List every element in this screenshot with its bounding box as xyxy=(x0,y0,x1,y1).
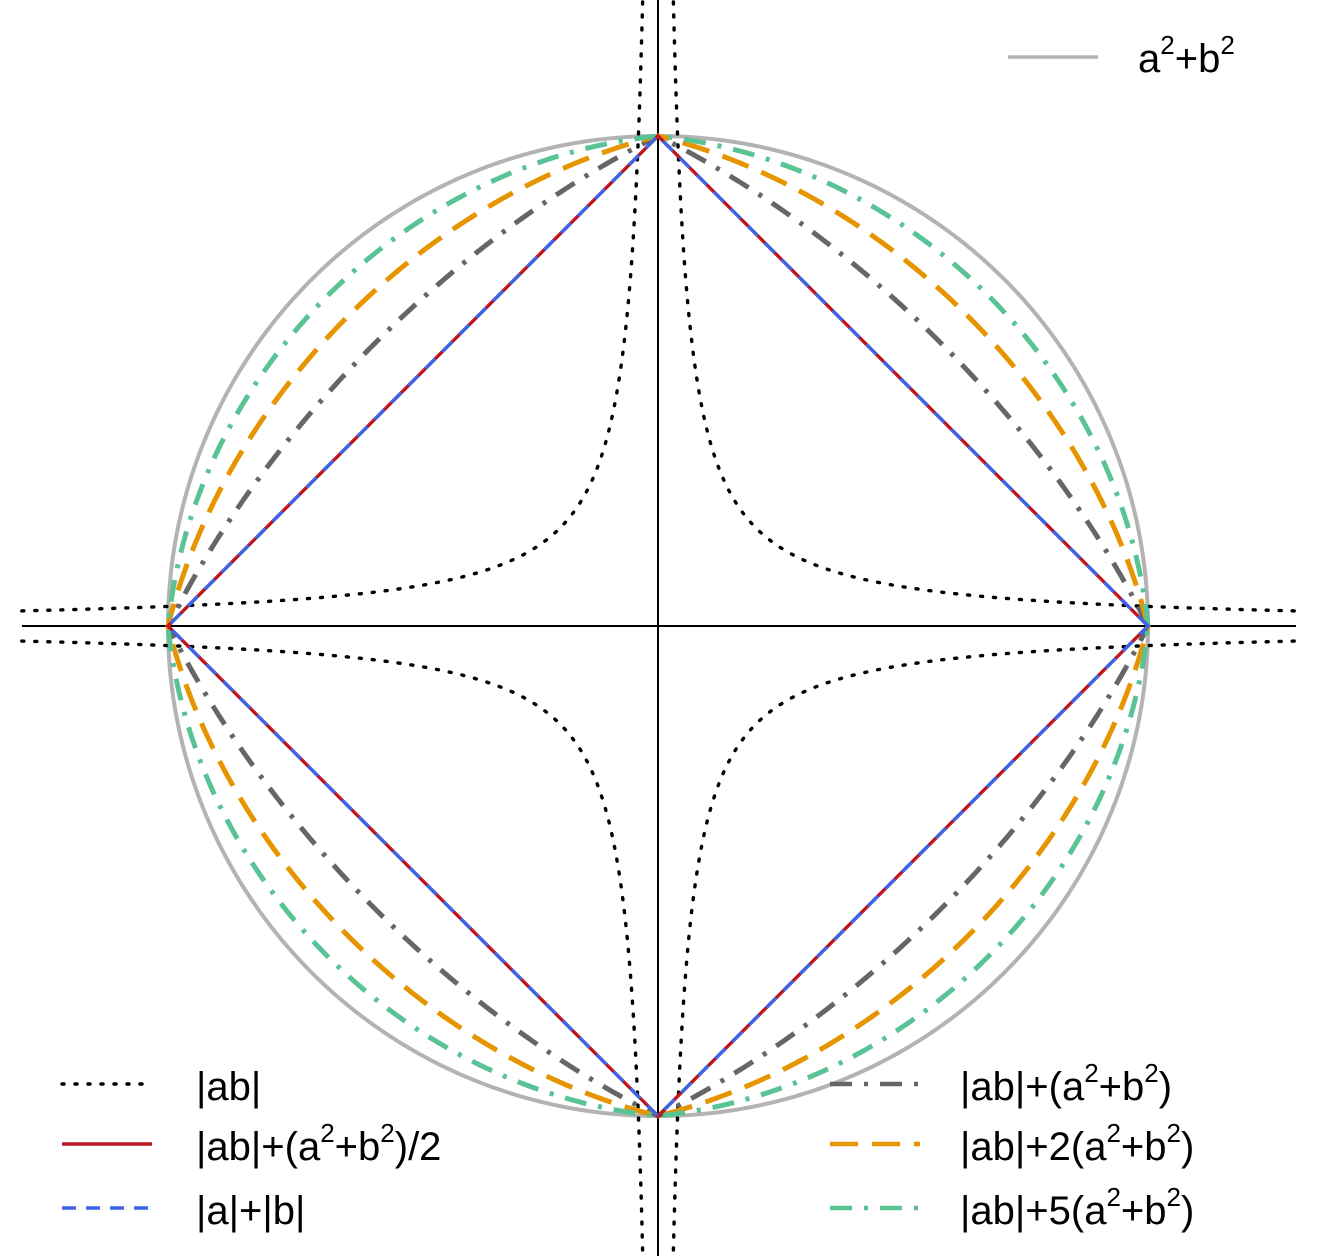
legend-item-five: |ab|+5(a2​+b2​) xyxy=(830,1182,1194,1233)
legend-item-half: |ab|+(a2​+b2​)/2 xyxy=(62,1118,441,1169)
axes xyxy=(22,0,1296,1256)
legend: a2​+b2​ |ab| |ab|+(a2​+b2​)/2 |a|+|b| |ab|+(… xyxy=(60,30,1235,1233)
legend-label-half: |ab|+(a2​+b2​)/2 xyxy=(196,1118,441,1169)
legend-label-five: |ab|+5(a2​+b2​) xyxy=(960,1182,1194,1233)
legend-item-one: |ab|+(a2​+b2​) xyxy=(830,1058,1172,1109)
curve-l1 xyxy=(165,133,1151,1119)
curve-ab-branch-2 xyxy=(19,0,645,613)
curves xyxy=(19,0,1297,1256)
legend-item-two: |ab|+2(a2​+b2​) xyxy=(830,1118,1194,1169)
curve-ab-branch-4 xyxy=(19,639,645,1256)
curve-ab-branch-1 xyxy=(671,0,1297,613)
legend-label-ab: |ab| xyxy=(196,1065,261,1109)
legend-label-two: |ab|+2(a2​+b2​) xyxy=(960,1118,1194,1169)
legend-item-ab: |ab| xyxy=(60,1065,261,1109)
legend-label-l1: |a|+|b| xyxy=(196,1189,305,1233)
legend-label-one: |ab|+(a2​+b2​) xyxy=(960,1058,1172,1109)
legend-item-circle: a2​+b2​ xyxy=(1008,30,1235,81)
legend-label-circle: a2​+b2​ xyxy=(1138,30,1235,81)
legend-item-l1: |a|+|b| xyxy=(62,1189,305,1233)
